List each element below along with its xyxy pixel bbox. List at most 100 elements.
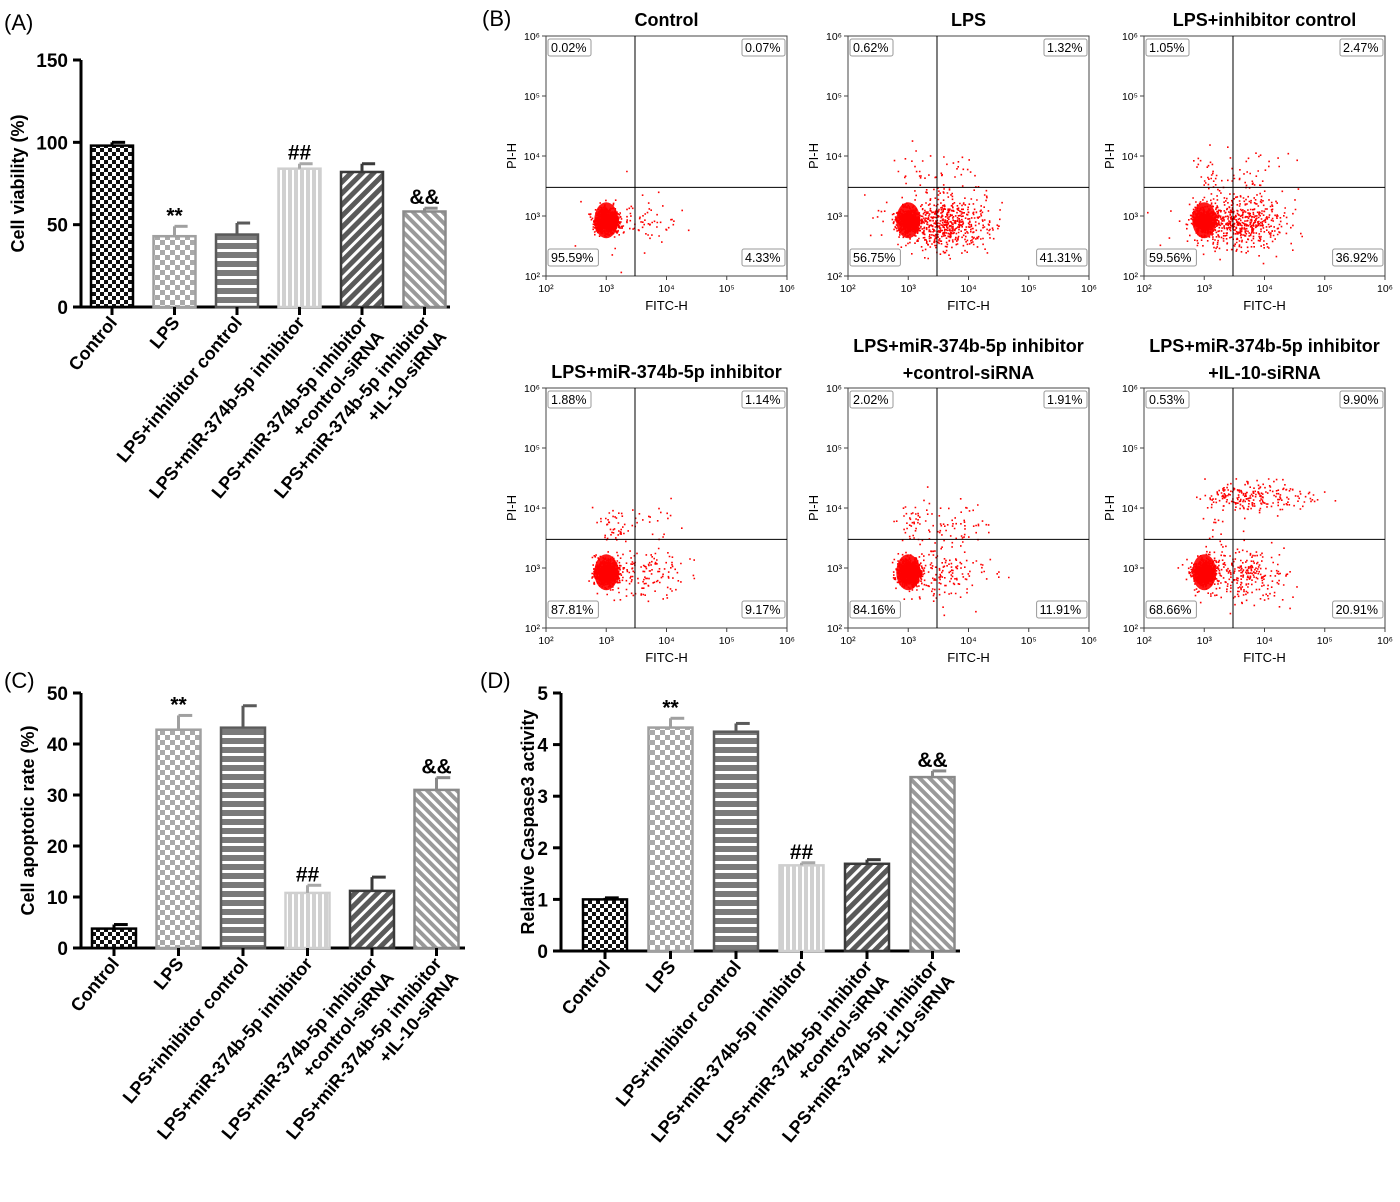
y-tick-label: 10² bbox=[525, 623, 541, 635]
category-label-line: LPS+inhibitor control bbox=[612, 957, 745, 1110]
x-tick-label: 10² bbox=[840, 283, 856, 295]
y-tick-label: 20 bbox=[47, 837, 68, 858]
y-tick-label: 10⁵ bbox=[524, 443, 540, 455]
bar bbox=[339, 170, 385, 309]
y-tick-label: 10⁵ bbox=[826, 443, 842, 455]
quadrant-upper-left: 0.62% bbox=[853, 41, 888, 55]
quadrant-upper-right: 1.32% bbox=[1047, 41, 1082, 55]
y-tick-label: 10⁵ bbox=[1122, 91, 1138, 103]
quadrant-lower-right-box bbox=[1332, 248, 1384, 267]
quadrant-lower-left-box bbox=[1145, 248, 1197, 267]
quadrant-upper-left-box bbox=[1145, 38, 1190, 57]
flow-plot-title-line: LPS+miR-374b-5p inhibitor bbox=[551, 362, 782, 382]
y-tick-label: 10³ bbox=[827, 563, 843, 575]
quadrant-lower-left: 95.59% bbox=[551, 251, 593, 265]
y-tick-label: 10² bbox=[827, 623, 843, 635]
bar bbox=[152, 234, 197, 309]
quadrant-upper-left-box bbox=[547, 38, 592, 57]
panel-label-d: (D) bbox=[480, 668, 511, 693]
x-tick-label: 10² bbox=[538, 635, 554, 647]
bar bbox=[89, 144, 135, 309]
y-tick-label: 10⁶ bbox=[524, 383, 540, 395]
y-tick-label: 10⁶ bbox=[1122, 383, 1138, 395]
y-axis-label: PI-H bbox=[806, 143, 821, 169]
significance-marker: && bbox=[409, 186, 439, 209]
y-tick-label: 0 bbox=[57, 939, 68, 960]
y-tick-label: 50 bbox=[47, 684, 68, 705]
y-tick-label: 50 bbox=[47, 216, 68, 237]
bar bbox=[219, 726, 267, 950]
x-axis-label: FITC-H bbox=[947, 298, 990, 313]
flow-plot-title: LPS+miR-374b-5p inhibitor +control-siRNA bbox=[853, 336, 1084, 383]
y-axis-label: Relative Caspase3 activity bbox=[518, 709, 538, 934]
plot-frame bbox=[847, 387, 1090, 629]
flow-plot-title: LPS+inhibitor control bbox=[1173, 10, 1357, 30]
quadrant-upper-left-box bbox=[1145, 390, 1190, 409]
significance-marker: ** bbox=[166, 204, 183, 227]
quadrant-upper-right: 9.90% bbox=[1343, 393, 1378, 407]
y-tick-label: 10⁶ bbox=[524, 31, 540, 43]
event-dots bbox=[1147, 144, 1303, 265]
y-tick-label: 1 bbox=[537, 890, 548, 911]
dense-cluster bbox=[896, 202, 921, 239]
y-tick-label: 10³ bbox=[1123, 211, 1139, 223]
y-tick-label: 10³ bbox=[525, 211, 541, 223]
bar bbox=[712, 730, 760, 953]
quadrant-lower-left: 59.56% bbox=[1149, 251, 1191, 265]
bar bbox=[778, 864, 825, 953]
flow-plot-title-line: LPS bbox=[951, 10, 986, 30]
bar bbox=[581, 898, 629, 953]
x-tick-label: 10² bbox=[1136, 283, 1152, 295]
y-tick-label: 10⁵ bbox=[524, 91, 540, 103]
event-dots bbox=[891, 486, 1010, 617]
significance-marker: ** bbox=[662, 696, 679, 719]
x-axis-label: FITC-H bbox=[645, 650, 688, 665]
quadrant-lower-left: 87.81% bbox=[551, 603, 593, 617]
category-label: LPS+inhibitor control bbox=[119, 954, 252, 1107]
bar bbox=[402, 210, 447, 309]
x-axis-label: FITC-H bbox=[1243, 298, 1286, 313]
y-tick-label: 30 bbox=[47, 786, 68, 807]
y-tick-label: 10⁴ bbox=[1122, 503, 1138, 515]
quadrant-upper-right: 2.47% bbox=[1343, 41, 1378, 55]
bar bbox=[413, 788, 460, 950]
y-tick-label: 10² bbox=[827, 271, 843, 283]
flow-plot-title-line: LPS+inhibitor control bbox=[1173, 10, 1357, 30]
y-tick-label: 10⁶ bbox=[1122, 31, 1138, 43]
significance-marker: && bbox=[917, 749, 947, 772]
category-label-line: LPS bbox=[642, 957, 680, 997]
x-tick-label: 10⁶ bbox=[1377, 283, 1393, 295]
y-tick-label: 2 bbox=[537, 839, 548, 860]
flow-plot-title: LPS bbox=[951, 10, 986, 30]
y-axis-label: Cell viability (%) bbox=[8, 114, 28, 252]
plot-frame bbox=[1143, 35, 1386, 277]
significance-marker: ## bbox=[790, 841, 814, 864]
quadrant-lower-right-box bbox=[1332, 600, 1384, 619]
y-axis-label: PI-H bbox=[1102, 143, 1117, 169]
panel-label-c: (C) bbox=[4, 668, 35, 693]
apoptotic-rate-bar-chart: Cell apoptotic rate (%) 0 10 20 30 40 50 Contro… bbox=[18, 684, 465, 1143]
y-tick-label: 10⁵ bbox=[1122, 443, 1138, 455]
dense-cluster bbox=[1192, 554, 1217, 591]
x-axis-label: FITC-H bbox=[645, 298, 688, 313]
bar bbox=[843, 862, 891, 953]
flow-plot-title-line: +control-siRNA bbox=[903, 363, 1035, 383]
quadrant-lower-right: 20.91% bbox=[1336, 603, 1378, 617]
significance-marker: ** bbox=[170, 693, 187, 716]
y-tick-label: 5 bbox=[537, 684, 548, 705]
bar bbox=[909, 775, 956, 953]
quadrant-upper-left-box bbox=[849, 38, 894, 57]
x-tick-label: 10⁶ bbox=[779, 635, 795, 647]
y-tick-label: 3 bbox=[537, 787, 548, 808]
y-tick-label: 10³ bbox=[1123, 563, 1139, 575]
quadrant-lower-right-box bbox=[741, 600, 786, 619]
y-tick-label: 10⁴ bbox=[524, 151, 540, 163]
y-tick-label: 40 bbox=[47, 735, 68, 756]
quadrant-upper-right: 1.14% bbox=[745, 393, 780, 407]
category-label: LPS bbox=[146, 313, 184, 353]
category-label-line: LPS+inhibitor control bbox=[119, 954, 252, 1107]
x-tick-label: 10³ bbox=[901, 283, 917, 295]
x-axis-label: FITC-H bbox=[947, 650, 990, 665]
event-dots bbox=[1177, 478, 1337, 615]
